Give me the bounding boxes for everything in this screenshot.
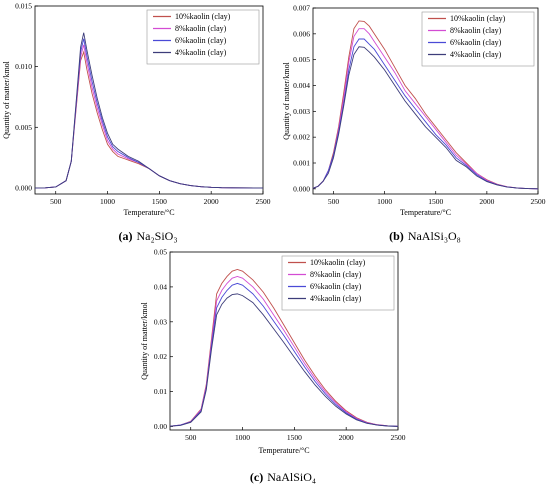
x-tick-label: 1500 <box>152 197 167 206</box>
series-line-4 <box>312 46 539 190</box>
caption-letter: (a) <box>118 229 132 243</box>
legend-box <box>146 9 260 65</box>
caption-compound: NaAlSiO₄ <box>267 470 316 484</box>
x-tick-label: 500 <box>185 433 197 442</box>
legend-entry: 8%kaolin (clay) <box>450 26 502 35</box>
legend: 10%kaolin (clay) 8%kaolin (clay) 6%kaolin … <box>421 11 535 67</box>
x-axis-label: Temperature/°C <box>123 208 174 217</box>
y-axis-label: Quantity of matter/kmol <box>282 61 291 140</box>
series-line-4 <box>169 293 399 427</box>
legend-entry: 6%kaolin (clay) <box>450 38 502 47</box>
legend-entry: 6%kaolin (clay) <box>310 282 362 291</box>
legend-entry: 8%kaolin (clay) <box>310 270 362 279</box>
chart-b: 500 1000 1500 2000 2500 0.000 0.001 0.002 0.003 0… <box>282 4 546 244</box>
legend-entry: 10%kaolin (clay) <box>450 14 506 23</box>
legend-entry: 6%kaolin (clay) <box>175 36 227 45</box>
y-tick-label: 0.01 <box>154 387 167 396</box>
x-axis-label: Temperature/°C <box>258 446 309 455</box>
y-tick-label: 0.006 <box>293 29 310 38</box>
y-tick-label: 0.015 <box>15 2 32 11</box>
x-tick-label: 1000 <box>235 433 250 442</box>
legend: 10%kaolin (clay) 8%kaolin (clay) 6%kaolin … <box>146 9 260 65</box>
y-tick-label: 0.005 <box>15 123 32 132</box>
y-tick-label: 0.010 <box>15 62 32 71</box>
caption-compound: NaAlSi₃O₈ <box>408 229 461 243</box>
y-tick-label: 0.02 <box>154 352 167 361</box>
legend-entry: 4%kaolin (clay) <box>310 294 362 303</box>
y-tick-label: 0.00 <box>154 422 167 431</box>
x-tick-label: 2000 <box>204 197 219 206</box>
legend-box <box>421 11 535 67</box>
x-tick-label: 1000 <box>100 197 115 206</box>
x-axis-label: Temperature/°C <box>400 208 451 217</box>
y-tick-label: 0.003 <box>293 107 310 116</box>
y-tick-label: 0.002 <box>293 133 310 142</box>
legend-entry: 10%kaolin (clay) <box>175 12 231 21</box>
legend-box <box>281 255 395 311</box>
y-tick-label: 0.007 <box>293 4 310 13</box>
y-axis-label: Quantity of matter/kmol <box>140 301 149 380</box>
y-tick-label: 0.000 <box>15 183 32 192</box>
chart-a: 500 1000 1500 2000 2500 0.000 0.005 0.010 0.015 T… <box>2 2 271 244</box>
plot-frame <box>312 7 539 195</box>
caption-letter: (c) <box>250 470 263 484</box>
plot-frame <box>169 251 399 431</box>
y-tick-label: 0.04 <box>154 282 167 291</box>
series-line-4 <box>34 32 264 189</box>
chart-caption: (c) NaAlSiO₄ <box>250 470 316 484</box>
y-tick-label: 0.004 <box>293 81 310 90</box>
x-tick-label: 1500 <box>287 433 302 442</box>
x-tick-label: 500 <box>328 197 340 206</box>
x-tick-label: 2500 <box>391 433 406 442</box>
y-tick-label: 0.05 <box>154 248 167 257</box>
legend-entry: 4%kaolin (clay) <box>175 48 227 57</box>
legend-entry: 4%kaolin (clay) <box>450 50 502 59</box>
chart-caption: (b) NaAlSi₃O₈ <box>389 229 461 243</box>
caption-letter: (b) <box>389 229 404 243</box>
legend: 10%kaolin (clay) 8%kaolin (clay) 6%kaolin … <box>281 255 395 311</box>
legend-entry: 10%kaolin (clay) <box>310 258 366 267</box>
y-tick-label: 0.001 <box>293 159 310 168</box>
y-tick-label: 0.000 <box>293 184 310 193</box>
y-tick-label: 0.005 <box>293 55 310 64</box>
x-tick-label: 2500 <box>531 197 546 206</box>
x-tick-label: 1000 <box>377 197 392 206</box>
x-tick-label: 1500 <box>428 197 443 206</box>
series-line-2 <box>34 44 264 189</box>
plot-frame <box>34 5 264 195</box>
chart-c: 500 1000 1500 2000 2500 0.00 0.01 0.02 0.03 0.04 0… <box>140 248 406 485</box>
x-tick-label: 500 <box>50 197 62 206</box>
legend-entry: 8%kaolin (clay) <box>175 24 227 33</box>
x-tick-label: 2000 <box>339 433 354 442</box>
y-axis-label: Quantity of matter/kmol <box>2 60 11 139</box>
y-tick-label: 0.03 <box>154 317 167 326</box>
x-tick-label: 2500 <box>256 197 271 206</box>
x-tick-label: 2000 <box>479 197 494 206</box>
caption-compound: Na₂SiO₃ <box>136 229 177 243</box>
chart-caption: (a) Na₂SiO₃ <box>118 229 177 243</box>
